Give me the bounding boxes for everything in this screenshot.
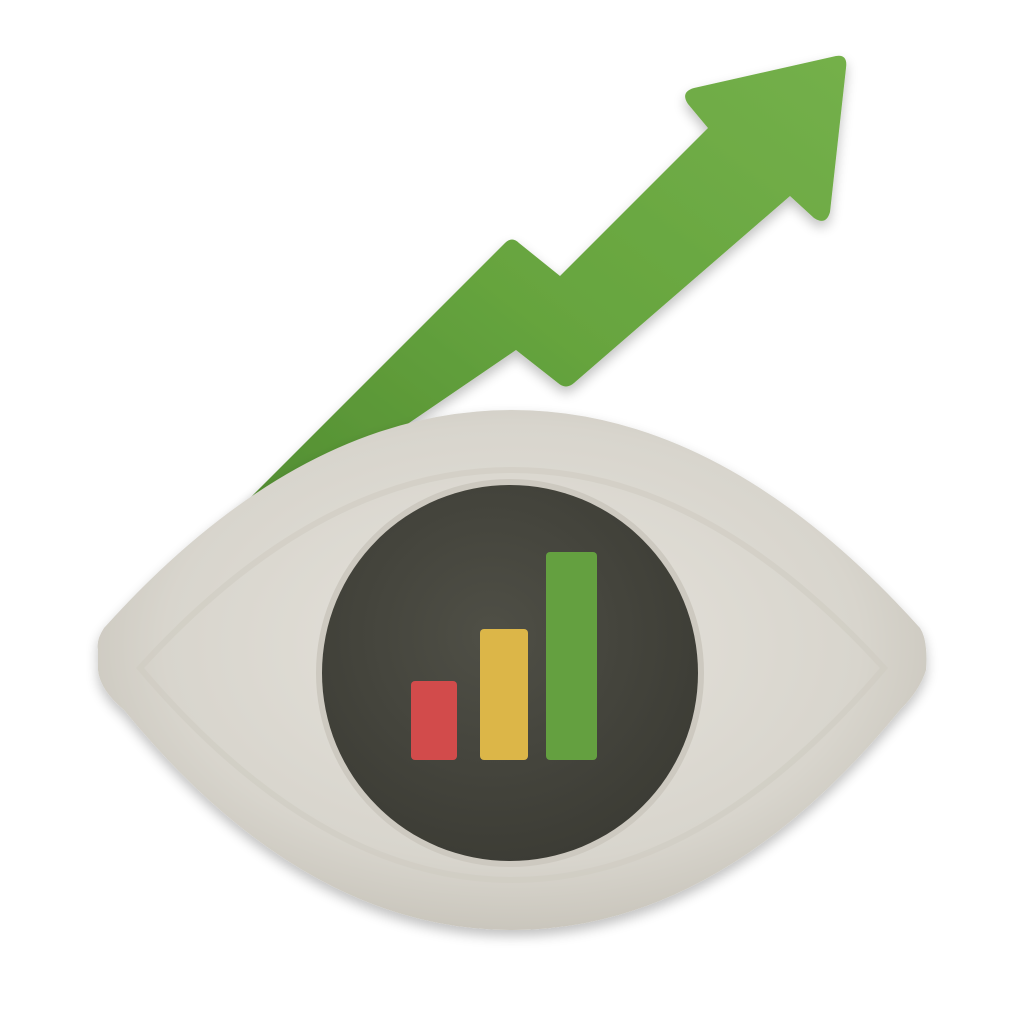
eye-inner-rim <box>136 466 888 884</box>
bar-green <box>546 552 597 760</box>
rising-arrow-icon <box>200 55 847 552</box>
bar-red <box>411 681 457 760</box>
bar-chart-icon <box>411 552 597 760</box>
bar-yellow <box>480 629 528 760</box>
